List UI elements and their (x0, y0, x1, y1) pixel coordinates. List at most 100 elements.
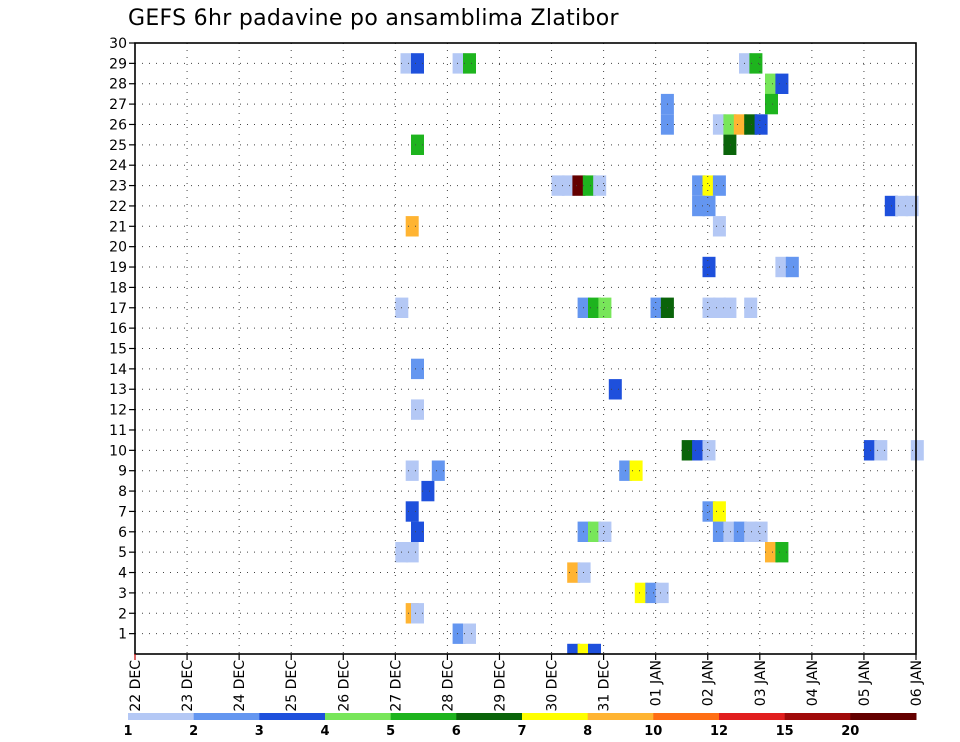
y-tick-label: 13 (109, 382, 127, 398)
grid-layer (135, 43, 916, 654)
y-tick-label: 20 (109, 240, 127, 256)
heatmap-cell (405, 460, 419, 481)
y-tick-label: 29 (109, 56, 127, 72)
heatmap-cell (577, 562, 591, 583)
legend-swatch (259, 713, 326, 720)
y-tick-label: 16 (109, 321, 127, 337)
y-tick-label: 1 (118, 627, 127, 643)
heatmap-cell (723, 134, 737, 155)
heatmap-cell (645, 582, 659, 604)
heatmap-cell (588, 643, 601, 654)
heatmap-cell (634, 582, 648, 604)
x-tick-label: 24 DEC (232, 660, 248, 712)
y-tick-label: 23 (109, 179, 127, 195)
x-tick-label: 27 DEC (388, 660, 404, 712)
x-tick-label: 02 JAN (701, 660, 717, 706)
heatmap-cell (561, 175, 575, 196)
heatmap-cell (744, 114, 758, 135)
heatmap-cell (655, 582, 669, 604)
heatmap-cell (400, 53, 414, 74)
heatmap-cell (910, 440, 924, 461)
legend-swatch (719, 713, 786, 720)
heatmap-cell (692, 195, 706, 217)
heatmap-cell (405, 216, 419, 237)
y-tick-label: 17 (109, 301, 127, 317)
heatmap-cell (577, 521, 591, 542)
y-tick-label: 5 (118, 545, 127, 561)
y-tick-label: 15 (109, 342, 127, 358)
y-tick-label: 25 (109, 138, 127, 154)
x-tick-label: 05 JAN (857, 660, 873, 706)
x-tick-label: 22 DEC (128, 660, 144, 712)
legend-swatch (390, 713, 457, 720)
y-tick-label: 4 (118, 566, 127, 582)
heatmap-cell (431, 460, 445, 481)
legend-label: 2 (189, 724, 198, 739)
y-tick-label: 2 (118, 606, 127, 622)
heatmap-cell (421, 480, 435, 502)
heatmap-cell (712, 216, 726, 237)
heatmap-cell (775, 73, 789, 94)
legend-swatch (456, 713, 523, 720)
heatmap-cell (723, 114, 737, 135)
legend-label: 15 (776, 724, 794, 739)
heatmap-cell (577, 297, 591, 318)
y-tick-label: 6 (118, 525, 127, 541)
heatmap-cell (754, 114, 768, 135)
heatmap-cell (567, 562, 581, 583)
legend-label: 1 (123, 724, 132, 739)
y-tick-label: 24 (109, 158, 127, 174)
legend-label: 12 (710, 724, 728, 739)
x-tick-label: 31 DEC (597, 660, 613, 712)
heatmap-cell (712, 297, 726, 318)
y-tick-label: 8 (118, 484, 127, 500)
heatmap-cell (411, 521, 424, 542)
heatmap-cell (692, 175, 706, 196)
heatmap-cell (411, 603, 424, 624)
legend-swatch (850, 713, 917, 720)
x-tick-label: 26 DEC (336, 660, 352, 712)
heatmap-cell (765, 73, 778, 94)
heatmap-cell (733, 114, 747, 135)
y-tick-label: 27 (109, 97, 127, 113)
chart-title: GEFS 6hr padavine po ansamblima Zlatibor (128, 6, 619, 31)
heatmap-cell (744, 521, 758, 542)
legend-label: 6 (452, 724, 461, 739)
heatmap-cell (452, 53, 466, 74)
heatmap-cell (775, 542, 789, 563)
legend-label: 4 (320, 724, 329, 739)
x-tick-label: 03 JAN (753, 660, 769, 706)
x-tick-label: 06 JAN (909, 660, 925, 706)
heatmap-cell (411, 134, 424, 155)
heatmap-cell (733, 521, 747, 542)
heatmap-cell (463, 53, 476, 74)
x-tick-label: 29 DEC (493, 660, 509, 712)
y-tick-label: 7 (118, 504, 127, 520)
x-axis: 22 DEC 23 DEC 24 DEC 25 DEC 26 DEC 27 DEC 28 D… (128, 654, 925, 712)
y-tick-label: 22 (109, 199, 127, 215)
heatmap-cell (593, 175, 607, 196)
heatmap-cell (411, 358, 424, 380)
heatmap-cell (572, 175, 586, 196)
y-tick-label: 21 (109, 219, 127, 235)
heatmap-cell (723, 521, 737, 542)
y-tick-label: 12 (109, 403, 127, 419)
heatmap-cell (577, 643, 591, 654)
legend-label: 8 (583, 724, 592, 739)
y-tick-label: 28 (109, 77, 127, 93)
legend-swatch (653, 713, 720, 720)
heatmap-cell (874, 440, 888, 461)
heatmap-cell (452, 623, 466, 644)
x-tick-label: 04 JAN (805, 660, 821, 706)
y-tick-label: 9 (118, 464, 127, 480)
heatmap-cell (692, 440, 706, 461)
heatmap-cell (463, 623, 476, 644)
heatmap-cell (765, 93, 778, 115)
heatmap-cell (405, 501, 419, 522)
y-axis: 1234567891011121314151617181920212223242… (109, 36, 135, 643)
heatmap-cell (405, 542, 419, 563)
heatmap-cell (739, 53, 752, 74)
color-legend: 1 2 3 4 5 6 7 8 10 12 15 20 (123, 713, 917, 739)
plot-frame (134, 42, 917, 655)
